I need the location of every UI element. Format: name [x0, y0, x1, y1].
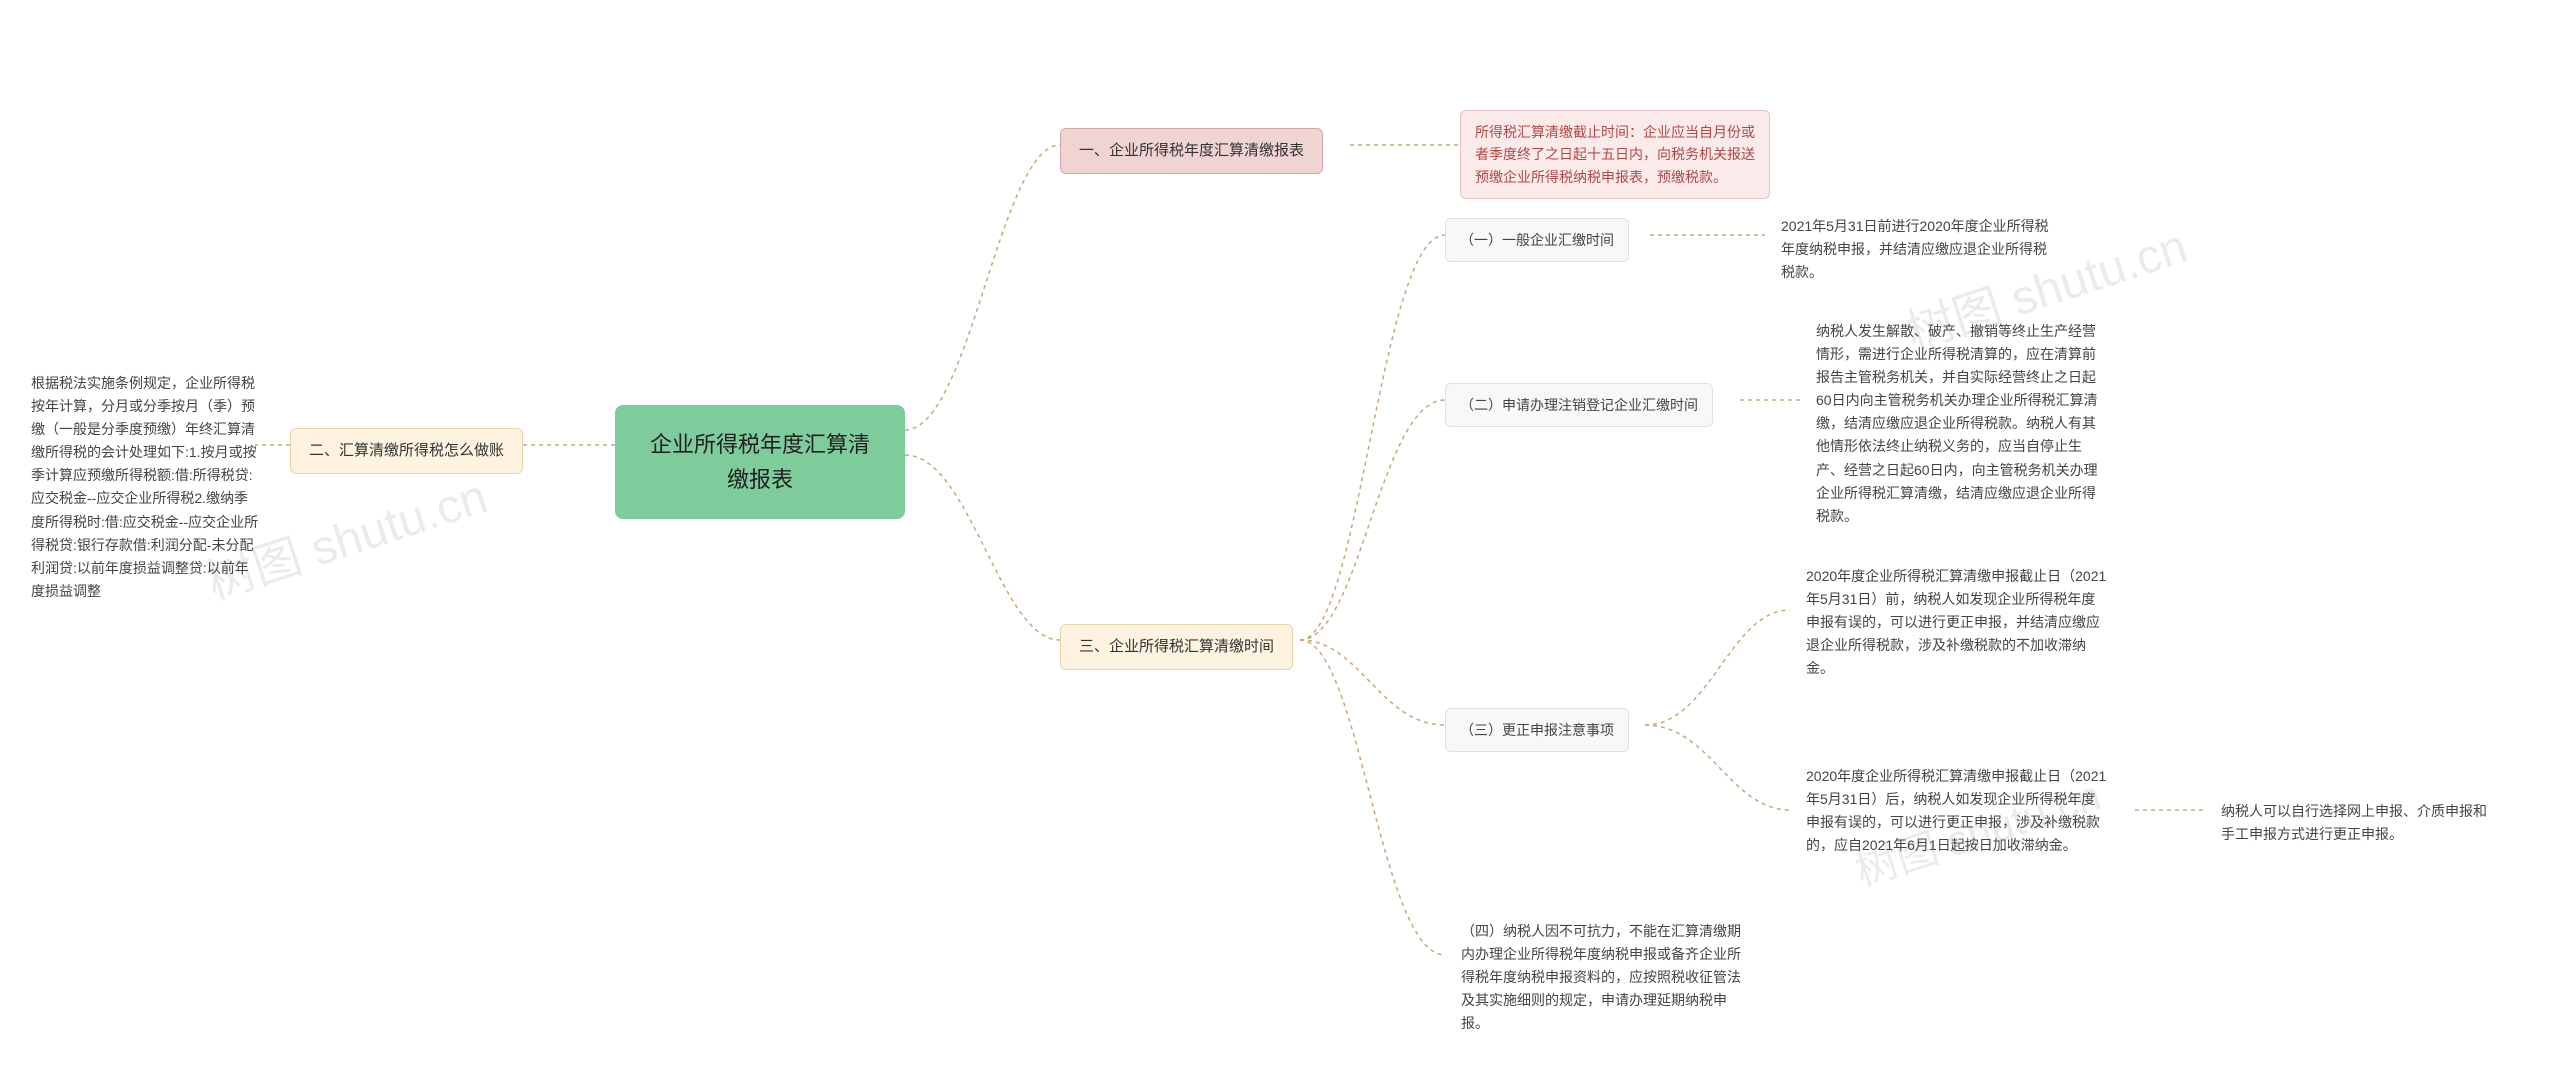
- branch-3-label: 三、企业所得税汇算清缴时间: [1079, 635, 1274, 659]
- branch-3-sub1-detail: 2021年5月31日前进行2020年度企业所得税年度纳税申报，并结清应缴应退企业…: [1765, 205, 2075, 294]
- branch-3-sub3-detail-a: 2020年度企业所得税汇算清缴申报截止日（2021年5月31日）前，纳税人如发现…: [1790, 555, 2125, 690]
- branch-2[interactable]: 二、汇算清缴所得税怎么做账: [290, 428, 523, 474]
- branch-3-sub4: （四）纳税人因不可抗力，不能在汇算清缴期内办理企业所得税年度纳税申报或备齐企业所…: [1445, 910, 1765, 1045]
- branch-3-sub3[interactable]: （三）更正申报注意事项: [1445, 708, 1629, 752]
- branch-3-sub4-text: （四）纳税人因不可抗力，不能在汇算清缴期内办理企业所得税年度纳税申报或备齐企业所…: [1461, 920, 1749, 1035]
- root-node[interactable]: 企业所得税年度汇算清缴报表: [615, 405, 905, 519]
- branch-3-sub2-detail: 纳税人发生解散、破产、撤销等终止生产经营情形，需进行企业所得税清算的，应在清算前…: [1800, 310, 2120, 538]
- branch-3-sub3-label: （三）更正申报注意事项: [1460, 719, 1614, 741]
- root-label: 企业所得税年度汇算清缴报表: [645, 427, 875, 497]
- branch-2-detail-text: 根据税法实施条例规定，企业所得税按年计算，分月或分季按月（季）预缴（一般是分季度…: [31, 372, 259, 603]
- branch-3-sub3-detail-b-text: 2020年度企业所得税汇算清缴申报截止日（2021年5月31日）后，纳税人如发现…: [1806, 765, 2109, 857]
- branch-3[interactable]: 三、企业所得税汇算清缴时间: [1060, 624, 1293, 670]
- branch-3-sub3-detail-b: 2020年度企业所得税汇算清缴申报截止日（2021年5月31日）后，纳税人如发现…: [1790, 755, 2125, 867]
- branch-3-sub3-detail-b-note-text: 纳税人可以自行选择网上申报、介质申报和手工申报方式进行更正申报。: [2221, 800, 2499, 846]
- branch-1[interactable]: 一、企业所得税年度汇算清缴报表: [1060, 128, 1323, 174]
- branch-1-detail: 所得税汇算清缴截止时间：企业应当自月份或者季度终了之日起十五日内，向税务机关报送…: [1460, 110, 1770, 199]
- branch-1-label: 一、企业所得税年度汇算清缴报表: [1079, 139, 1304, 163]
- branch-3-sub1[interactable]: （一）一般企业汇缴时间: [1445, 218, 1629, 262]
- branch-2-label: 二、汇算清缴所得税怎么做账: [309, 439, 504, 463]
- branch-3-sub2-detail-text: 纳税人发生解散、破产、撤销等终止生产经营情形，需进行企业所得税清算的，应在清算前…: [1816, 320, 2104, 528]
- branch-2-detail: 根据税法实施条例规定，企业所得税按年计算，分月或分季按月（季）预缴（一般是分季度…: [15, 362, 275, 613]
- branch-3-sub3-detail-b-note: 纳税人可以自行选择网上申报、介质申报和手工申报方式进行更正申报。: [2205, 790, 2515, 856]
- branch-3-sub2[interactable]: （二）申请办理注销登记企业汇缴时间: [1445, 383, 1713, 427]
- branch-1-detail-text: 所得税汇算清缴截止时间：企业应当自月份或者季度终了之日起十五日内，向税务机关报送…: [1475, 121, 1755, 188]
- branch-3-sub2-label: （二）申请办理注销登记企业汇缴时间: [1460, 394, 1698, 416]
- branch-3-sub3-detail-a-text: 2020年度企业所得税汇算清缴申报截止日（2021年5月31日）前，纳税人如发现…: [1806, 565, 2109, 680]
- branch-3-sub1-detail-text: 2021年5月31日前进行2020年度企业所得税年度纳税申报，并结清应缴应退企业…: [1781, 215, 2059, 284]
- branch-3-sub1-label: （一）一般企业汇缴时间: [1460, 229, 1614, 251]
